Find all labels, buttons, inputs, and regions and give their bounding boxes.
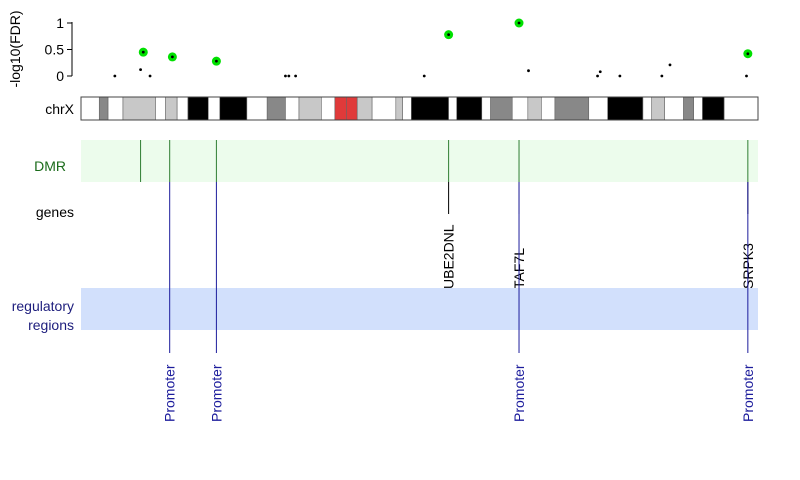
regulatory-track-label-line2: regions (28, 317, 74, 333)
regulatory-track-label-line1: regulatory (12, 298, 74, 314)
dmr-track-label: DMR (34, 158, 66, 174)
fdr-point (170, 55, 174, 59)
fdr-point (141, 50, 145, 54)
ideogram-band (246, 96, 268, 121)
fdr-point (139, 68, 142, 72)
ideogram-band (588, 96, 609, 121)
fdr-point (148, 74, 152, 78)
fdr-points (113, 18, 753, 78)
fdr-point (596, 74, 599, 78)
fdr-point (422, 74, 426, 78)
fdr-point (113, 74, 117, 78)
fdr-point (746, 52, 750, 56)
ideogram-band (122, 96, 156, 121)
ideogram-band (395, 96, 403, 121)
fdr-axis-tick-label: 0 (56, 68, 64, 84)
fdr-axis-ticks: 00.51 (45, 15, 72, 84)
ideogram-band (98, 96, 109, 121)
fdr-point (660, 74, 664, 78)
dmr-lines (140, 140, 749, 182)
dmr-track-band (81, 140, 758, 182)
ideogram-band (607, 96, 644, 121)
fdr-point (668, 63, 672, 67)
ideogram-band (642, 96, 653, 121)
fdr-point (284, 74, 287, 78)
ideogram-outline (80, 96, 759, 121)
ideogram-band (165, 96, 178, 121)
ideogram-band (207, 96, 221, 121)
ideogram-band (155, 96, 166, 121)
fdr-point (517, 21, 521, 25)
fdr-point (294, 74, 298, 78)
fdr-point (287, 74, 291, 78)
ideogram-band (402, 96, 412, 121)
ideogram-band (321, 96, 336, 121)
ideogram-band (346, 96, 358, 121)
ideogram-band (176, 96, 189, 121)
ideogram-band (285, 96, 300, 121)
regulatory-label: Promoter (740, 364, 756, 422)
ideogram-band (723, 96, 759, 121)
ideogram-band (266, 96, 286, 121)
ideogram-band (456, 96, 483, 121)
ideogram-band (80, 96, 100, 121)
regulatory-label: Promoter (511, 364, 527, 422)
ideogram-band (107, 96, 124, 121)
chromosome-label: chrX (45, 101, 74, 117)
ideogram-band (298, 96, 322, 121)
ideogram-band (448, 96, 458, 121)
fdr-point (447, 33, 451, 37)
fdr-axis-label: -log10(FDR) (7, 10, 23, 87)
regulatory-label: Promoter (208, 364, 224, 422)
gene-marks: UBE2DNL TAF7L SRPK3 (441, 182, 756, 289)
ideogram-band (702, 96, 725, 121)
gene-label: UBE2DNL (441, 224, 457, 289)
ideogram-band (371, 96, 397, 121)
fdr-axis-tick-label: 1 (56, 15, 64, 31)
ideogram-band (651, 96, 665, 121)
regulatory-track-band (81, 288, 758, 330)
ideogram-band (541, 96, 556, 121)
ideogram-band (219, 96, 248, 121)
regulatory-marks: Promoter Promoter Promoter Promoter (162, 182, 756, 422)
ideogram-band (554, 96, 590, 121)
chromosome-ideogram (80, 96, 759, 121)
genes-track-label: genes (36, 204, 74, 220)
ideogram-band (527, 96, 542, 121)
fdr-axis-tick-label: 0.5 (45, 42, 65, 58)
fdr-point (745, 74, 748, 78)
ideogram-band (664, 96, 684, 121)
ideogram-band (481, 96, 491, 121)
fdr-point (527, 69, 530, 73)
fdr-point (598, 70, 602, 74)
regulatory-label: Promoter (162, 364, 178, 422)
ideogram-band (490, 96, 513, 121)
ideogram-band (411, 96, 449, 121)
ideogram-band (511, 96, 529, 121)
ideogram-band (356, 96, 373, 121)
ideogram-band (683, 96, 694, 121)
ideogram-band (334, 96, 347, 121)
fdr-point (618, 74, 622, 78)
ideogram-band (187, 96, 209, 121)
fdr-point (215, 59, 218, 63)
ideogram-band (693, 96, 703, 121)
